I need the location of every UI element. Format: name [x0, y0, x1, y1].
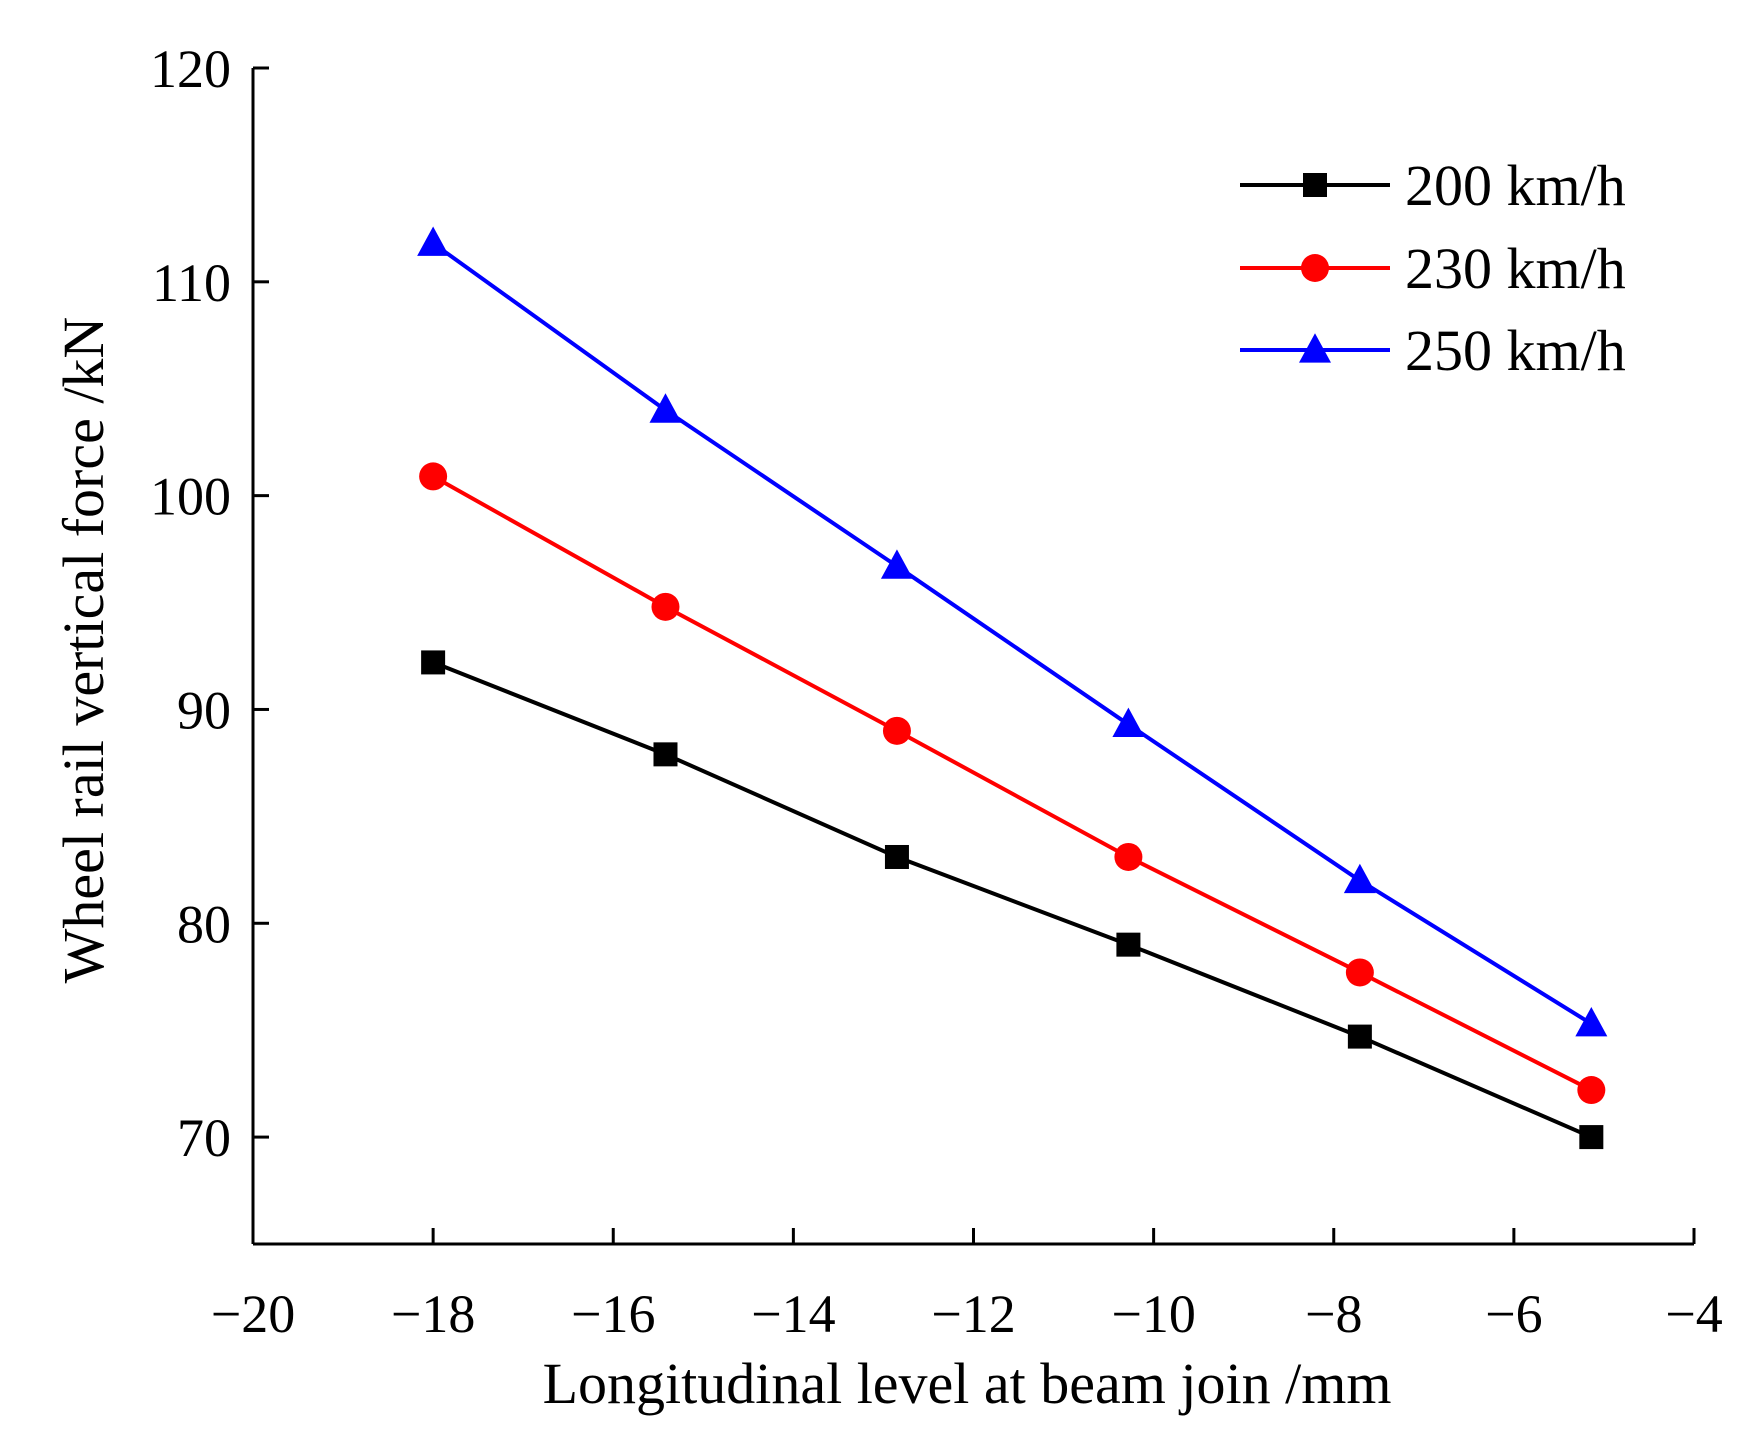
data-point: [880, 549, 913, 579]
data-point: [1112, 707, 1145, 738]
data-point: [651, 592, 680, 621]
data-point: [1579, 1125, 1604, 1150]
y-tick-label: 80: [177, 894, 231, 954]
x-tick-label: −16: [571, 1284, 655, 1344]
y-tick-label: 110: [152, 253, 231, 313]
data-point: [882, 716, 911, 745]
y-tick-label: 100: [150, 467, 231, 527]
y-axis-label: Wheel rail vertical force /kN: [51, 317, 116, 984]
axes-layer: −20 −18 −16 −14 −12 −10 −8 −6 −4 70 80 90 100 110 120: [150, 39, 1723, 1344]
data-point: [419, 462, 448, 491]
series-layer: [417, 226, 1608, 1150]
legend-label: 250 km/h: [1405, 318, 1626, 383]
x-tick-label: −12: [931, 1284, 1015, 1344]
x-tick-label: −10: [1111, 1284, 1195, 1344]
data-point: [1116, 932, 1141, 957]
legend-label: 200 km/h: [1405, 153, 1626, 218]
x-tick-label: −4: [1665, 1284, 1722, 1344]
x-axis-label: Longitudinal level at beam join /mm: [543, 1351, 1392, 1416]
data-point: [1347, 1024, 1372, 1049]
series-200-km-h: [421, 650, 1604, 1150]
series-line: [431, 241, 1593, 1026]
legend-entry: 200 km/h: [1240, 153, 1626, 218]
data-point: [1345, 958, 1374, 987]
x-tick-label: −18: [391, 1284, 475, 1344]
x-tick-label: −14: [751, 1284, 835, 1344]
series-250-km-h: [417, 226, 1608, 1037]
legend-marker: [1303, 173, 1327, 197]
legend-marker: [1299, 333, 1331, 363]
data-point: [1343, 863, 1376, 894]
data-point: [649, 393, 682, 423]
x-tick-label: −8: [1305, 1284, 1362, 1344]
data-point: [1577, 1076, 1606, 1105]
series-line: [432, 474, 1593, 1092]
data-point: [1114, 842, 1143, 871]
y-tick-label: 70: [177, 1108, 231, 1168]
x-tick-label: −6: [1485, 1284, 1542, 1344]
y-tick-label: 120: [150, 39, 231, 99]
legend-marker: [1301, 254, 1329, 282]
x-tick-label: −20: [211, 1284, 295, 1344]
legend: 200 km/h 230 km/h 250 km/h: [1240, 153, 1626, 383]
data-point: [1575, 1006, 1608, 1037]
legend-label: 230 km/h: [1405, 236, 1626, 301]
series-line: [432, 660, 1593, 1139]
data-point: [421, 650, 446, 675]
data-point: [884, 844, 909, 869]
y-tick-label: 90: [177, 680, 231, 740]
legend-entry: 230 km/h: [1240, 236, 1626, 301]
data-point: [417, 226, 450, 256]
data-point: [653, 742, 678, 767]
legend-entry: 250 km/h: [1240, 318, 1626, 383]
series-230-km-h: [419, 462, 1606, 1105]
